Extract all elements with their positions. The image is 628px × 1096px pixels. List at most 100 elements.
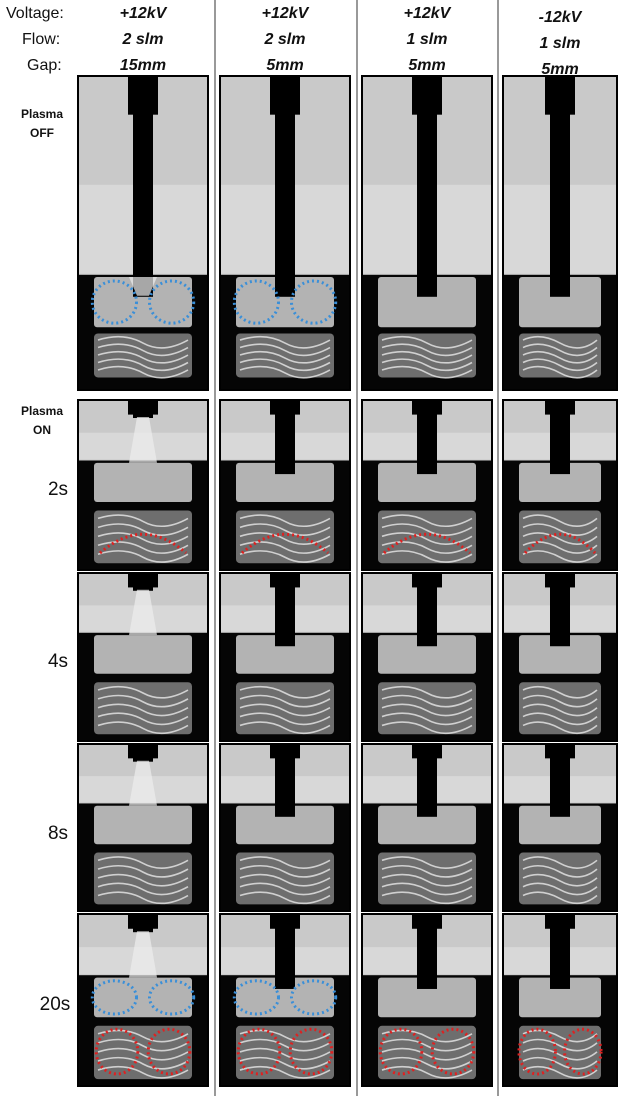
flow-streak bbox=[239, 864, 331, 878]
flow-streak bbox=[522, 712, 598, 726]
liquid-bottom bbox=[236, 1025, 334, 1080]
nozzle bbox=[550, 574, 570, 647]
flow-streak bbox=[239, 891, 331, 905]
liquid-bottom bbox=[378, 510, 476, 564]
liquid-top bbox=[94, 276, 192, 328]
flow-streak bbox=[239, 335, 331, 349]
flow-streak bbox=[522, 864, 598, 878]
vortex-marker bbox=[378, 1027, 424, 1076]
flow-streak bbox=[522, 541, 598, 554]
liquid-bottom bbox=[236, 682, 334, 735]
flow-streak bbox=[97, 721, 189, 734]
flow-streak bbox=[97, 550, 189, 563]
flow-streak bbox=[97, 1047, 189, 1061]
flow-streak bbox=[381, 1065, 473, 1079]
flow-streak bbox=[381, 891, 473, 905]
flow-streak bbox=[97, 1056, 189, 1070]
liquid-top bbox=[94, 805, 192, 845]
nozzle bbox=[275, 77, 295, 297]
flow-streak bbox=[522, 1056, 598, 1070]
panels bbox=[77, 75, 618, 1087]
flow-streak bbox=[381, 335, 473, 349]
liquid-top bbox=[236, 805, 334, 845]
flow-streak bbox=[522, 721, 598, 734]
image-panel bbox=[502, 913, 618, 1087]
flow-streak bbox=[522, 358, 598, 372]
flow-streak bbox=[239, 532, 331, 545]
flow-streak bbox=[97, 358, 189, 372]
nozzle bbox=[417, 77, 437, 297]
column-headers: +12kV 2 slm 15mm +12kV 2 slm 5mm +12kV 1 slm 5mm… bbox=[120, 5, 583, 78]
vortex-marker bbox=[232, 979, 280, 1016]
flow-streak bbox=[239, 882, 331, 896]
flow-streak bbox=[522, 1065, 598, 1079]
flow-streak bbox=[522, 1047, 598, 1061]
flow-streak bbox=[522, 882, 598, 896]
liquid-bottom bbox=[378, 1025, 476, 1080]
liquid-top bbox=[519, 805, 601, 845]
column-header: +12kV bbox=[262, 5, 310, 22]
gas-jet bbox=[129, 417, 157, 463]
image-panel bbox=[502, 743, 618, 912]
flow-streak bbox=[522, 523, 598, 536]
column-header: 5mm bbox=[408, 57, 445, 74]
row-label: ON bbox=[33, 423, 51, 437]
flow-streak bbox=[97, 343, 189, 357]
liquid-bottom bbox=[236, 333, 334, 378]
vortex-marker bbox=[148, 279, 196, 325]
liquid-bottom bbox=[519, 333, 601, 378]
image-panel bbox=[361, 913, 493, 1087]
liquid-bottom bbox=[94, 852, 192, 905]
nozzle bbox=[275, 745, 295, 817]
nozzle bbox=[133, 915, 153, 933]
flow-streak bbox=[381, 523, 473, 536]
flow-streak bbox=[522, 891, 598, 905]
vortex-marker bbox=[430, 1027, 476, 1076]
time-label: 4s bbox=[48, 651, 68, 672]
nozzle bbox=[417, 401, 437, 475]
flow-streak bbox=[522, 532, 598, 545]
flow-streak bbox=[522, 694, 598, 708]
liquid-bottom bbox=[94, 682, 192, 735]
liquid-bottom bbox=[378, 333, 476, 378]
flow-streak bbox=[239, 712, 331, 726]
header-label: Flow: bbox=[22, 31, 60, 48]
column-header: 5mm bbox=[541, 61, 578, 78]
flow-streak bbox=[381, 712, 473, 726]
flow-streak bbox=[97, 365, 189, 379]
liquid-bottom bbox=[94, 1025, 192, 1080]
row-label: Plasma bbox=[21, 404, 63, 418]
flow-streak bbox=[97, 1038, 189, 1052]
flow-arrow bbox=[99, 532, 187, 555]
liquid-top bbox=[519, 462, 601, 502]
flow-streak bbox=[97, 694, 189, 708]
vortex-marker bbox=[148, 979, 196, 1016]
vortex-marker bbox=[290, 279, 338, 325]
flow-streak bbox=[239, 514, 331, 527]
header-label: Gap: bbox=[27, 57, 62, 74]
image-panel bbox=[219, 743, 351, 912]
liquid-top bbox=[236, 462, 334, 502]
image-panel bbox=[361, 743, 493, 912]
flow-streak bbox=[522, 343, 598, 357]
liquid-top bbox=[94, 977, 192, 1018]
flow-streak bbox=[381, 703, 473, 717]
flow-streak bbox=[522, 856, 598, 869]
flow-streak bbox=[522, 514, 598, 527]
column-header: 1 slm bbox=[407, 31, 448, 48]
time-label: 8s bbox=[48, 823, 68, 844]
nozzle bbox=[417, 745, 437, 817]
flow-streak bbox=[381, 882, 473, 896]
liquid-top bbox=[236, 635, 334, 674]
flow-streak bbox=[97, 703, 189, 717]
image-panel bbox=[77, 743, 209, 912]
nozzle bbox=[550, 77, 570, 297]
gas-jet bbox=[129, 276, 157, 296]
liquid-bottom bbox=[236, 510, 334, 564]
flow-arrow bbox=[383, 532, 471, 555]
gas-jet bbox=[129, 589, 157, 636]
image-panel bbox=[219, 913, 351, 1087]
column-header: +12kV bbox=[120, 5, 168, 22]
flow-streak bbox=[381, 550, 473, 563]
